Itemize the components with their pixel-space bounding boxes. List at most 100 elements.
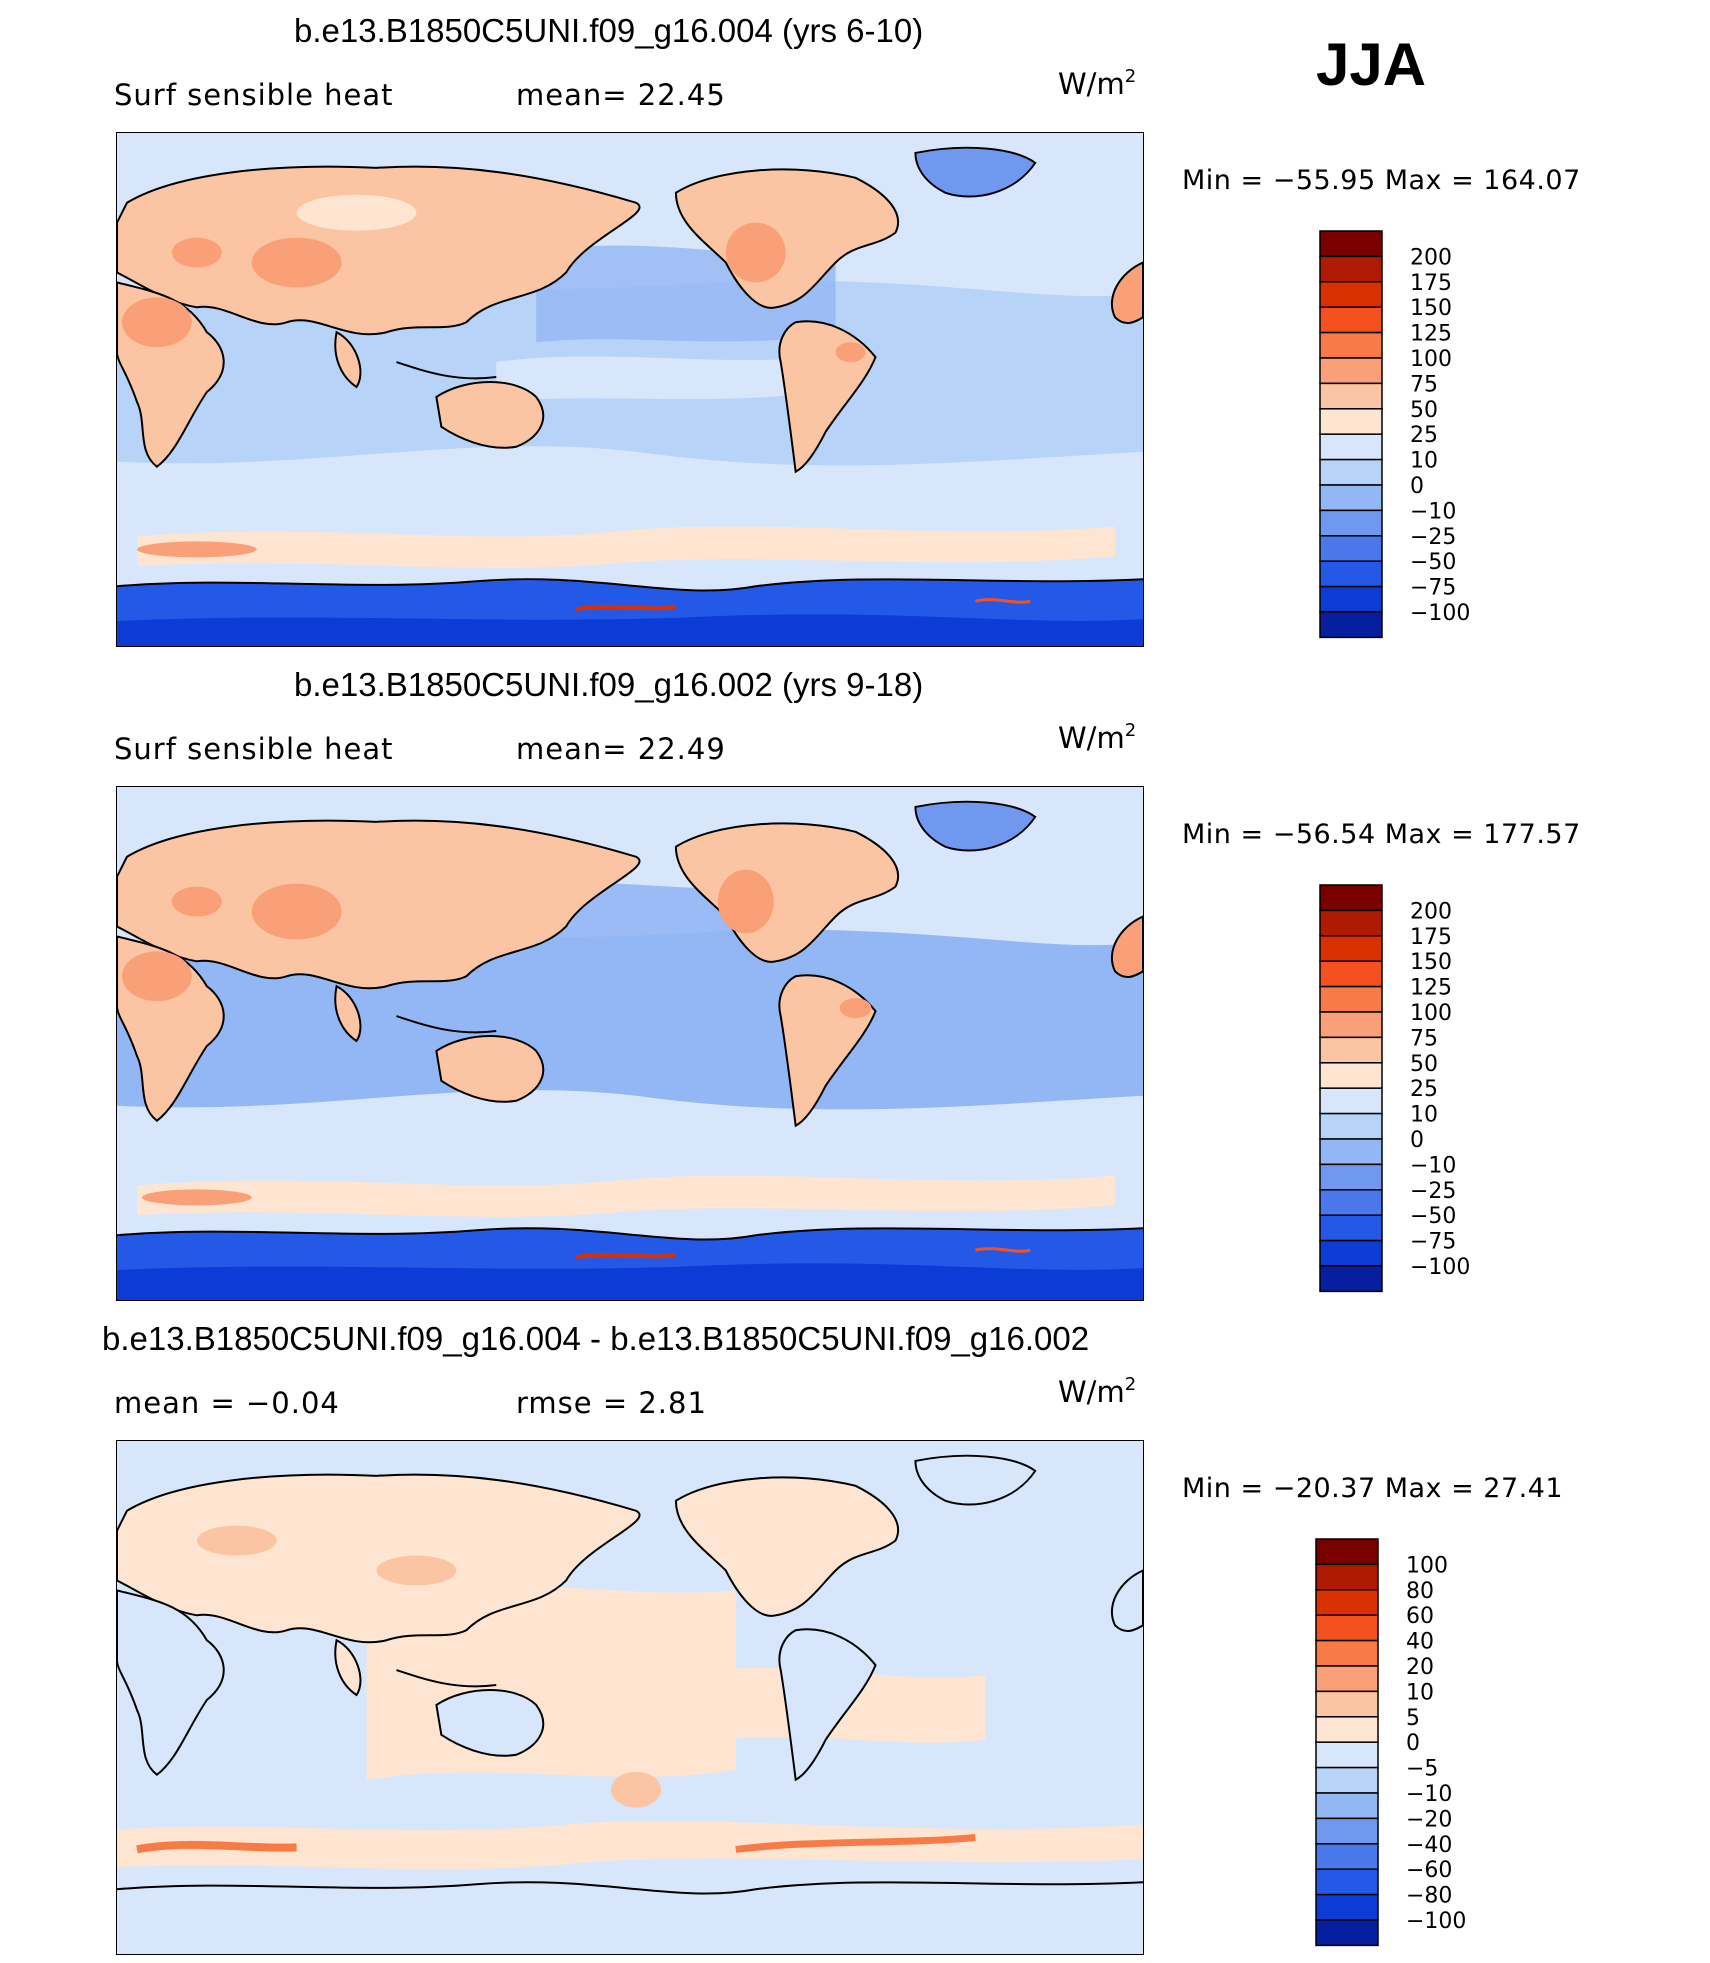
colorbar-swatch [1319, 1138, 1383, 1166]
colorbar-swatch [1319, 357, 1383, 385]
panel-1-colorbar: 200 175 150 125 100 75 50 25 10 0 −10 −25 −50 −75 −100 [1319, 230, 1540, 641]
colorbar-tick-label: −100 [1410, 601, 1470, 626]
colorbar-tick-label: 100 [1410, 347, 1452, 372]
colorbar-tick-label: −10 [1410, 1153, 1456, 1178]
colorbar-swatch [1315, 1716, 1379, 1743]
panel-3-mean-label: mean = −0.04 [114, 1386, 340, 1420]
colorbar-swatch [1319, 985, 1383, 1013]
colorbar-swatch [1315, 1766, 1379, 1794]
colorbar-swatch [1319, 433, 1383, 461]
colorbar-tick-label: 100 [1406, 1553, 1448, 1578]
colorbar-swatch [1319, 1214, 1383, 1242]
colorbar-swatch [1315, 1614, 1379, 1642]
colorbar-swatch [1315, 1817, 1379, 1845]
colorbar-swatch [1315, 1893, 1379, 1921]
panel-1-units: W/m2 [1058, 66, 1137, 101]
colorbar-swatch [1319, 484, 1383, 512]
colorbar-tick-label: 10 [1410, 1103, 1438, 1128]
colorbar-swatch [1319, 535, 1383, 562]
colorbar-swatch [1319, 1163, 1383, 1191]
colorbar-swatch [1319, 1112, 1383, 1140]
colorbar-swatch [1315, 1589, 1379, 1616]
colorbar-swatch [1319, 884, 1383, 912]
colorbar-swatch [1315, 1690, 1379, 1718]
colorbar-tick-label: −5 [1406, 1757, 1438, 1782]
colorbar-tick-label: 75 [1410, 372, 1438, 397]
colorbar-swatch [1315, 1538, 1379, 1566]
colorbar-tick-label: −80 [1406, 1884, 1452, 1909]
panel-2-variable-label: Surf sensible heat [114, 732, 394, 766]
colorbar-swatch [1319, 1011, 1383, 1039]
colorbar-swatch [1315, 1639, 1379, 1667]
colorbar-swatch [1319, 909, 1383, 937]
colorbar-tick-label: 200 [1410, 899, 1452, 924]
colorbar-swatch [1319, 1036, 1383, 1064]
colorbar-swatch [1319, 458, 1383, 486]
panel-2-map [116, 786, 1144, 1301]
panel-3-rmse-label: rmse = 2.81 [516, 1386, 707, 1420]
colorbar-tick-label: 10 [1410, 449, 1438, 474]
colorbar-tick-label: 175 [1410, 925, 1452, 950]
colorbar-swatch [1315, 1843, 1379, 1870]
panel-3-title: b.e13.B1850C5UNI.f09_g16.004 - b.e13.B18… [102, 1320, 1090, 1357]
panel-2-map-canvas [117, 787, 1143, 1300]
colorbar-tick-label: 25 [1410, 1077, 1438, 1102]
panel-3-units: W/m2 [1058, 1374, 1137, 1409]
colorbar-tick-label: 200 [1410, 245, 1452, 270]
colorbar-swatch [1319, 935, 1383, 962]
colorbar-swatch [1315, 1741, 1379, 1769]
colorbar-tick-label: 80 [1406, 1579, 1434, 1604]
colorbar-swatch [1315, 1792, 1379, 1820]
colorbar-tick-label: −100 [1406, 1909, 1466, 1934]
panel-3-colorbar: 100 80 60 40 20 10 5 0 −5 −10 −20 −40 −60 −80 −100 [1315, 1538, 1536, 1949]
colorbar-swatch [1315, 1665, 1379, 1693]
colorbar-tick-label: 75 [1410, 1026, 1438, 1051]
panel-1-map [116, 132, 1144, 647]
colorbar-tick-label: 0 [1406, 1731, 1420, 1756]
panel-2-units: W/m2 [1058, 720, 1137, 755]
colorbar-swatch [1319, 1265, 1383, 1293]
colorbar-tick-label: −25 [1410, 1179, 1456, 1204]
panel-1-map-canvas [117, 133, 1143, 646]
panel-2-mean-label: mean= 22.49 [516, 732, 726, 766]
colorbar-swatch [1319, 960, 1383, 988]
colorbar-swatch [1319, 1239, 1383, 1267]
panel-2-title: b.e13.B1850C5UNI.f09_g16.002 (yrs 9-18) [294, 666, 924, 703]
panel-1-mean-label: mean= 22.45 [516, 78, 726, 112]
colorbar-tick-label: −40 [1406, 1833, 1452, 1858]
colorbar-tick-label: 60 [1406, 1604, 1434, 1629]
colorbar-tick-label: −75 [1410, 1230, 1456, 1255]
colorbar-tick-label: −50 [1410, 1204, 1456, 1229]
panel-2-min-max: Min = −56.54 Max = 177.57 [1182, 819, 1581, 850]
colorbar-tick-label: 150 [1410, 296, 1452, 321]
colorbar-swatch [1319, 1189, 1383, 1216]
colorbar-tick-label: −75 [1410, 576, 1456, 601]
panel-3-map [116, 1440, 1144, 1955]
panel-3-map-canvas [117, 1441, 1143, 1954]
panel-1-variable-label: Surf sensible heat [114, 78, 394, 112]
colorbar-tick-label: 10 [1406, 1680, 1434, 1705]
colorbar-swatch [1315, 1919, 1379, 1947]
colorbar-tick-label: 50 [1410, 1052, 1438, 1077]
colorbar-tick-label: 125 [1410, 322, 1452, 347]
panel-2-colorbar: 200 175 150 125 100 75 50 25 10 0 −10 −25 −50 −75 −100 [1319, 884, 1540, 1295]
colorbar-tick-label: 0 [1410, 1128, 1424, 1153]
colorbar-swatch [1319, 306, 1383, 334]
colorbar-tick-label: −10 [1406, 1782, 1452, 1807]
colorbar-swatch [1319, 1062, 1383, 1089]
colorbar-tick-label: −60 [1406, 1858, 1452, 1883]
colorbar-tick-label: −50 [1410, 550, 1456, 575]
colorbar-swatch [1319, 509, 1383, 537]
panel-3-min-max: Min = −20.37 Max = 27.41 [1182, 1473, 1564, 1504]
colorbar-tick-label: 50 [1410, 398, 1438, 423]
colorbar-tick-label: 25 [1410, 423, 1438, 448]
colorbar-tick-label: 0 [1410, 474, 1424, 499]
colorbar-tick-label: 100 [1410, 1001, 1452, 1026]
colorbar-tick-label: −20 [1406, 1807, 1452, 1832]
colorbar-swatch [1319, 408, 1383, 435]
colorbar-tick-label: 175 [1410, 271, 1452, 296]
colorbar-tick-label: −10 [1410, 499, 1456, 524]
panel-1-title: b.e13.B1850C5UNI.f09_g16.004 (yrs 6-10) [294, 12, 924, 49]
